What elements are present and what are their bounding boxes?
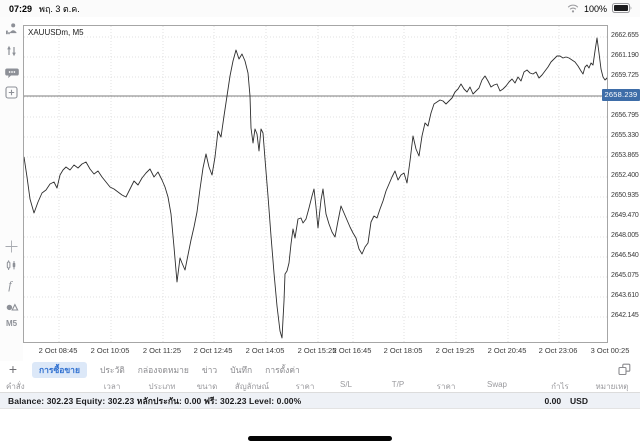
chart-type-icon[interactable] xyxy=(0,257,23,273)
column-header[interactable]: Swap xyxy=(486,380,508,389)
column-header[interactable]: ประเภท xyxy=(148,382,176,391)
chat-icon[interactable] xyxy=(0,65,23,81)
tab-history[interactable]: ประวัติ xyxy=(99,364,125,375)
tab-settings[interactable]: การตั้งค่า xyxy=(265,364,300,375)
battery-percent-label: 100% xyxy=(583,3,607,14)
time-axis-label: 2 Oct 11:25 xyxy=(142,346,182,355)
timeframe-m5-button[interactable]: M5 xyxy=(5,319,18,328)
price-axis-label: 2650.935 xyxy=(611,192,639,199)
time-axis-label: 2 Oct 15:25 xyxy=(297,346,337,355)
tab-news[interactable]: ข่าว xyxy=(201,364,218,375)
price-axis-label: 2649.470 xyxy=(611,212,639,219)
price-axis-label: 2653.865 xyxy=(611,152,639,159)
account-summary-text: Balance: 302.23 Equity: 302.23 หลักประกั… xyxy=(8,395,302,406)
home-indicator[interactable] xyxy=(248,436,392,441)
price-axis-label: 2655.330 xyxy=(611,132,639,139)
trade-orders-icon[interactable] xyxy=(0,43,23,59)
price-series-line xyxy=(24,37,607,339)
price-axis-label: 2648.005 xyxy=(611,232,639,239)
objects-icon[interactable] xyxy=(0,297,23,313)
new-order-plus-button[interactable]: + xyxy=(8,361,18,377)
column-header[interactable]: ราคา xyxy=(436,382,456,391)
time-axis-label: 3 Oct 00:25 xyxy=(590,346,630,355)
time-axis-label: 2 Oct 19:25 xyxy=(435,346,475,355)
status-date: พฤ. 3 ต.ค. xyxy=(39,3,80,14)
time-axis-label: 2 Oct 18:05 xyxy=(383,346,423,355)
battery-icon xyxy=(612,2,633,15)
status-right: 100% xyxy=(567,2,640,15)
orders-header-row: คำสั่ง เวลา ประเภท ขนาด สัญลักษณ์ ราคา S/L T/P ร… xyxy=(0,379,640,392)
account-currency: USD xyxy=(570,395,588,406)
price-axis-label: 2645.075 xyxy=(611,272,639,279)
column-header[interactable]: สัญลักษณ์ xyxy=(234,382,270,391)
time-axis-label: 2 Oct 14:05 xyxy=(245,346,285,355)
wifi-icon xyxy=(567,3,579,15)
column-header[interactable]: ขนาด xyxy=(196,382,218,391)
svg-text:f: f xyxy=(8,278,13,292)
left-toolbar: f M5 xyxy=(0,17,23,362)
time-axis-label: 2 Oct 10:05 xyxy=(90,346,130,355)
bottom-tab-bar: + การซื้อขาย ประวัติ กล่องจดหมาย ข่าว บันทึก… xyxy=(0,361,640,378)
windows-layout-icon[interactable] xyxy=(618,363,631,376)
status-left: 07:29 พฤ. 3 ต.ค. xyxy=(0,2,80,16)
price-axis-label: 2646.540 xyxy=(611,252,639,259)
tab-journal[interactable]: บันทึก xyxy=(230,364,253,375)
chart-symbol-label: XAUUSDm, M5 xyxy=(28,28,84,37)
clock-time: 07:29 xyxy=(9,3,33,14)
current-price-badge: 2658.239 xyxy=(602,89,640,101)
price-axis[interactable]: 2662.655 2661.190 2659.725 2656.795 2655.330… xyxy=(609,25,640,343)
price-axis-label: 2643.610 xyxy=(611,292,639,299)
price-axis-label: 2656.795 xyxy=(611,112,639,119)
indicators-icon[interactable]: f xyxy=(0,277,23,293)
tab-mailbox[interactable]: กล่องจดหมาย xyxy=(137,364,189,375)
crosshair-icon[interactable] xyxy=(0,238,23,254)
time-axis-label: 2 Oct 20:45 xyxy=(487,346,527,355)
time-axis-label: 2 Oct 08:45 xyxy=(38,346,78,355)
tab-trade[interactable]: การซื้อขาย xyxy=(32,361,87,378)
column-header[interactable]: เวลา xyxy=(103,382,121,391)
column-header[interactable]: T/P xyxy=(391,380,405,389)
price-chart-canvas xyxy=(24,26,607,342)
column-header[interactable]: หมายเหตุ xyxy=(595,382,629,391)
column-header[interactable]: S/L xyxy=(339,380,353,389)
status-bar: 07:29 พฤ. 3 ต.ค. 100% xyxy=(0,0,640,17)
column-header[interactable]: คำสั่ง xyxy=(6,382,25,391)
time-axis[interactable]: 2 Oct 08:45 2 Oct 10:05 2 Oct 11:25 2 Oct 1… xyxy=(0,344,640,359)
account-amount: 0.00 xyxy=(544,395,562,406)
account-summary-bar: Balance: 302.23 Equity: 302.23 หลักประกั… xyxy=(0,392,640,409)
price-axis-label: 2642.145 xyxy=(611,312,639,319)
tab-strip: การซื้อขาย ประวัติ กล่องจดหมาย ข่าว บันทึก กา… xyxy=(32,361,300,378)
price-axis-label: 2659.725 xyxy=(611,72,639,79)
column-header[interactable]: ราคา xyxy=(295,382,315,391)
price-axis-label: 2661.190 xyxy=(611,52,639,59)
price-axis-label: 2662.655 xyxy=(611,32,639,39)
time-axis-label: 2 Oct 12:45 xyxy=(193,346,233,355)
chart-area[interactable] xyxy=(23,25,608,343)
new-order-icon[interactable] xyxy=(0,84,23,100)
column-header[interactable]: กำไร xyxy=(551,382,569,391)
price-axis-label: 2652.400 xyxy=(611,172,639,179)
time-axis-label: 2 Oct 23:06 xyxy=(538,346,578,355)
account-total: 0.00 USD xyxy=(545,396,589,406)
quotes-trader-icon[interactable] xyxy=(0,21,23,37)
time-axis-label: 2 Oct 16:45 xyxy=(332,346,372,355)
